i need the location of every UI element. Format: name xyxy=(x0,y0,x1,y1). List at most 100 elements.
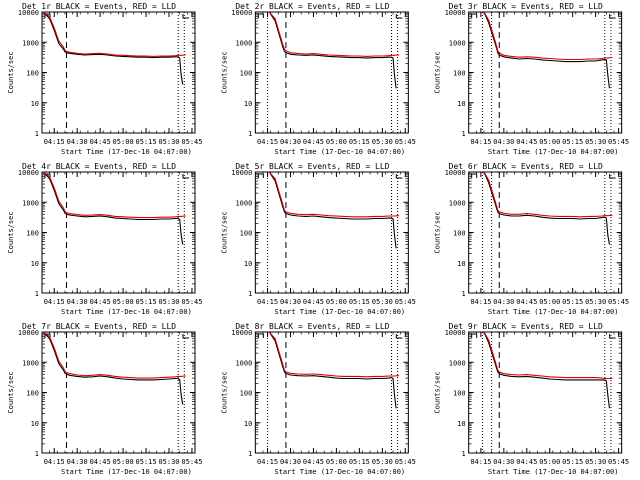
y-tick-label: 10000 xyxy=(445,9,466,17)
corner-bracket-left xyxy=(471,333,478,338)
x-tick-label: 04:45 xyxy=(90,298,111,306)
y-axis-label: Counts/sec xyxy=(7,371,15,413)
x-tick-label: 05:45 xyxy=(608,138,629,146)
y-axis-label: Counts/sec xyxy=(220,371,228,413)
series-lld-line xyxy=(43,171,186,219)
y-tick-label: 10000 xyxy=(18,9,39,17)
y-tick-label: 10000 xyxy=(231,329,252,337)
y-tick-label: 1 xyxy=(248,290,252,298)
chart-panel: Det 9r BLACK = Events, RED = LLD Counts/s… xyxy=(434,322,629,476)
x-axis-label: Start Time (17-Dec-10 04:07:00) xyxy=(275,468,406,476)
series-events-line xyxy=(43,331,184,405)
y-tick-label: 1000 xyxy=(235,39,252,47)
series-events-line xyxy=(483,331,611,409)
x-tick-label: 04:45 xyxy=(303,458,324,466)
y-tick-label: 1 xyxy=(35,290,39,298)
x-tick-label: 04:30 xyxy=(280,138,301,146)
y-tick-label: 1 xyxy=(248,130,252,138)
y-tick-label: 10 xyxy=(457,420,465,428)
series-lld-line xyxy=(268,331,400,378)
corner-bracket-right xyxy=(609,334,616,339)
y-tick-label: 100 xyxy=(240,230,253,238)
y-tick-label: 10 xyxy=(457,100,465,108)
x-tick-label: 05:00 xyxy=(326,138,347,146)
x-tick-label: 04:15 xyxy=(44,458,65,466)
corner-bracket-right xyxy=(395,14,403,19)
corner-bracket-left xyxy=(471,173,478,178)
x-tick-label: 04:15 xyxy=(470,298,491,306)
x-tick-label: 04:45 xyxy=(516,458,537,466)
y-tick-label: 10 xyxy=(31,100,39,108)
series-lld-line xyxy=(43,331,186,379)
chart-panel: Det 8r BLACK = Events, RED = LLD Counts/s… xyxy=(220,322,415,476)
x-axis-label: Start Time (17-Dec-10 04:07:00) xyxy=(61,308,192,316)
chart-panel: Det 6r BLACK = Events, RED = LLD Counts/s… xyxy=(434,162,629,316)
x-tick-label: 05:15 xyxy=(136,298,157,306)
corner-bracket-right xyxy=(395,174,403,179)
y-axis-label: Counts/sec xyxy=(220,211,228,253)
series-events-line xyxy=(268,11,397,89)
x-tick-label: 05:30 xyxy=(585,138,606,146)
y-tick-label: 1000 xyxy=(22,199,39,207)
y-tick-label: 100 xyxy=(26,70,39,78)
x-tick-label: 04:45 xyxy=(303,298,324,306)
y-tick-label: 1 xyxy=(461,450,465,458)
y-axis-label: Counts/sec xyxy=(434,371,442,413)
y-tick-label: 1 xyxy=(461,130,465,138)
x-tick-label: 05:00 xyxy=(326,298,347,306)
x-tick-label: 05:30 xyxy=(372,298,393,306)
y-tick-label: 100 xyxy=(240,70,253,78)
x-axis-label: Start Time (17-Dec-10 04:07:00) xyxy=(275,148,406,156)
y-tick-label: 100 xyxy=(453,70,466,78)
x-tick-label: 05:15 xyxy=(562,298,583,306)
x-tick-label: 05:45 xyxy=(181,458,202,466)
x-tick-label: 05:30 xyxy=(372,458,393,466)
x-tick-label: 04:30 xyxy=(280,298,301,306)
corner-bracket-right xyxy=(609,174,616,179)
x-tick-label: 04:15 xyxy=(470,138,491,146)
x-tick-label: 05:30 xyxy=(372,138,393,146)
panel-title: Det 3r BLACK = Events, RED = LLD xyxy=(449,2,603,11)
x-tick-label: 05:45 xyxy=(395,138,416,146)
corner-bracket-right xyxy=(182,174,189,179)
y-tick-label: 1000 xyxy=(235,359,252,367)
series-events-line xyxy=(483,11,611,89)
y-tick-label: 100 xyxy=(240,390,253,398)
series-lld-line xyxy=(268,171,400,218)
series-events-line xyxy=(43,171,184,245)
y-tick-label: 10 xyxy=(244,420,252,428)
x-tick-label: 05:30 xyxy=(158,298,179,306)
corner-bracket-left xyxy=(471,13,478,18)
panel-title: Det 2r BLACK = Events, RED = LLD xyxy=(235,2,389,11)
series-events-line xyxy=(268,171,397,249)
panel-title: Det 4r BLACK = Events, RED = LLD xyxy=(22,162,176,171)
x-tick-label: 05:00 xyxy=(113,458,134,466)
y-tick-label: 1000 xyxy=(235,199,252,207)
x-tick-label: 04:15 xyxy=(470,458,491,466)
corner-bracket-right xyxy=(182,334,189,339)
series-lld-line xyxy=(43,11,186,57)
x-tick-label: 05:45 xyxy=(395,458,416,466)
x-tick-label: 04:30 xyxy=(280,458,301,466)
series-lld-line xyxy=(483,331,613,380)
x-tick-label: 05:30 xyxy=(158,138,179,146)
x-axis-label: Start Time (17-Dec-10 04:07:00) xyxy=(488,468,619,476)
x-tick-label: 05:15 xyxy=(136,458,157,466)
chart-panel: Det 2r BLACK = Events, RED = LLD Counts/s… xyxy=(220,2,415,156)
chart-panel: Det 1r BLACK = Events, RED = LLD Counts/s… xyxy=(7,2,202,156)
x-tick-label: 05:00 xyxy=(113,298,134,306)
x-tick-label: 04:15 xyxy=(44,298,65,306)
y-tick-label: 10 xyxy=(244,100,252,108)
x-tick-label: 05:30 xyxy=(158,458,179,466)
corner-bracket-left xyxy=(257,173,264,178)
x-tick-label: 04:30 xyxy=(493,458,514,466)
y-tick-label: 10 xyxy=(31,420,39,428)
x-tick-label: 04:30 xyxy=(493,298,514,306)
x-tick-label: 05:45 xyxy=(608,298,629,306)
series-lld-line xyxy=(483,11,613,61)
x-axis-label: Start Time (17-Dec-10 04:07:00) xyxy=(488,308,619,316)
series-lld-line xyxy=(268,11,400,57)
x-axis-label: Start Time (17-Dec-10 04:07:00) xyxy=(61,148,192,156)
corner-bracket-right xyxy=(182,14,189,19)
